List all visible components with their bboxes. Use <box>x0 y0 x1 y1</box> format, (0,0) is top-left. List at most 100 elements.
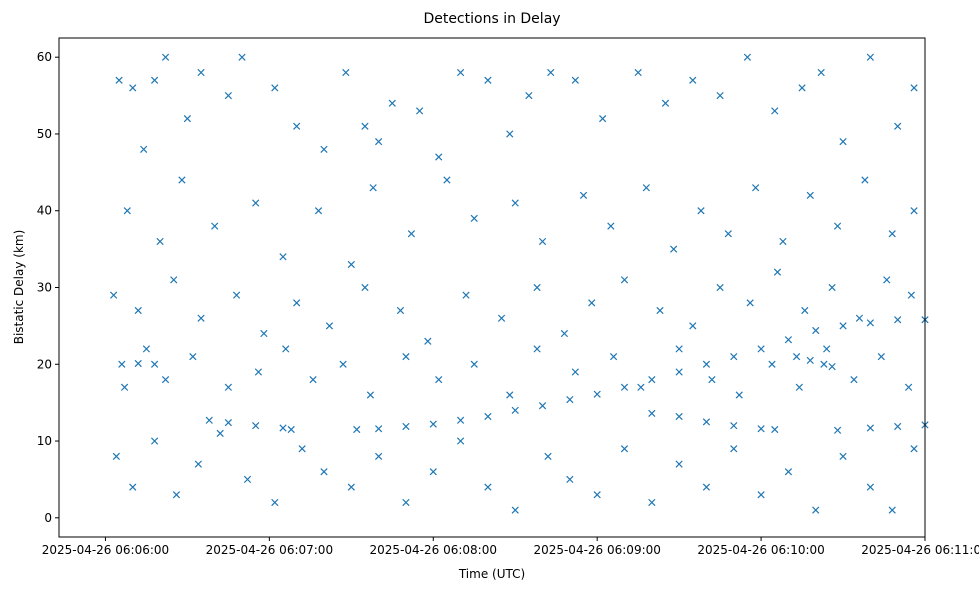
data-point <box>702 418 711 426</box>
data-point <box>689 322 697 330</box>
data-point <box>661 99 670 107</box>
data-point <box>544 452 552 461</box>
data-point <box>293 122 301 130</box>
data-point <box>115 76 123 84</box>
data-point <box>282 345 290 353</box>
data-point <box>907 291 915 299</box>
data-point <box>795 383 803 391</box>
data-point <box>771 425 779 434</box>
data-point <box>866 53 874 61</box>
data-point <box>134 306 142 315</box>
data-point <box>839 138 847 146</box>
data-point <box>183 114 192 123</box>
data-point <box>792 352 801 361</box>
data-point <box>298 445 306 453</box>
data-point <box>205 416 213 424</box>
data-point <box>216 429 224 437</box>
data-point <box>888 230 896 238</box>
y-tick-label: 0 <box>44 511 52 525</box>
data-point <box>243 475 252 484</box>
data-point <box>538 237 547 246</box>
data-point <box>752 184 760 192</box>
data-point <box>172 491 181 499</box>
data-point <box>538 402 547 410</box>
data-point <box>140 145 148 153</box>
y-axis: 0 10 20 30 40 50 60 <box>37 50 59 525</box>
data-point <box>784 468 793 476</box>
data-point <box>388 99 396 107</box>
data-point <box>670 245 678 253</box>
plot-frame <box>58 37 926 538</box>
data-point <box>716 91 724 100</box>
data-point <box>743 53 752 61</box>
data-point <box>320 468 328 476</box>
data-point <box>484 412 492 421</box>
x-tick-label: 2025-04-26 06:09:00 <box>533 543 660 557</box>
data-point <box>429 420 437 428</box>
data-point <box>757 491 765 499</box>
chart-title: Detections in Delay <box>423 11 560 27</box>
data-point <box>279 424 287 432</box>
data-point <box>525 91 533 100</box>
x-axis-label: Time (UTC) <box>458 567 525 581</box>
y-tick-label: 60 <box>37 50 52 64</box>
data-point <box>888 506 896 514</box>
data-point <box>801 306 809 315</box>
data-point <box>812 506 820 514</box>
data-point <box>375 425 383 433</box>
data-point <box>456 437 465 445</box>
data-point <box>361 122 369 130</box>
data-point <box>828 362 836 371</box>
data-point <box>820 360 828 368</box>
y-tick-label: 10 <box>37 434 52 448</box>
data-point <box>648 498 656 507</box>
data-point <box>547 68 555 77</box>
data-point <box>271 498 279 507</box>
data-point <box>757 345 765 353</box>
data-point <box>511 406 519 414</box>
y-tick-label: 40 <box>37 204 52 218</box>
data-point <box>271 84 279 92</box>
data-point <box>828 283 836 292</box>
data-point <box>648 409 656 418</box>
data-point <box>708 375 716 384</box>
data-point <box>675 460 683 468</box>
y-axis-label: Bistatic Delay (km) <box>12 230 26 345</box>
data-point <box>470 360 478 368</box>
data-point <box>894 422 902 431</box>
data-point <box>620 383 629 391</box>
data-point <box>910 207 918 215</box>
data-point <box>462 291 470 299</box>
data-point <box>735 391 743 399</box>
data-point <box>724 230 732 238</box>
data-point <box>894 122 902 130</box>
x-tick-label: 2025-04-26 06:10:00 <box>697 543 824 557</box>
data-point <box>150 76 159 84</box>
x-axis: 2025-04-26 06:06:00 2025-04-26 06:07:00 20… <box>42 537 979 557</box>
data-point <box>178 176 186 184</box>
data-point <box>533 345 541 353</box>
data-point <box>120 383 129 391</box>
data-point <box>402 352 410 361</box>
data-point <box>702 483 711 491</box>
data-point <box>402 422 410 431</box>
data-point <box>260 329 268 338</box>
data-point <box>118 360 126 368</box>
x-tick-label: 2025-04-26 06:11:00 <box>861 543 979 557</box>
data-point <box>730 352 738 361</box>
data-point <box>566 475 574 484</box>
data-point <box>833 426 842 434</box>
data-point <box>866 424 874 432</box>
data-point <box>609 352 618 361</box>
data-point <box>607 222 615 230</box>
data-point <box>375 138 383 146</box>
data-point <box>375 452 383 461</box>
data-point <box>773 268 782 276</box>
data-point <box>533 283 541 292</box>
data-point <box>637 383 645 391</box>
data-point <box>823 345 831 353</box>
data-point <box>293 299 301 307</box>
data-point <box>730 422 738 430</box>
data-point <box>656 306 664 315</box>
data-point <box>506 391 514 399</box>
